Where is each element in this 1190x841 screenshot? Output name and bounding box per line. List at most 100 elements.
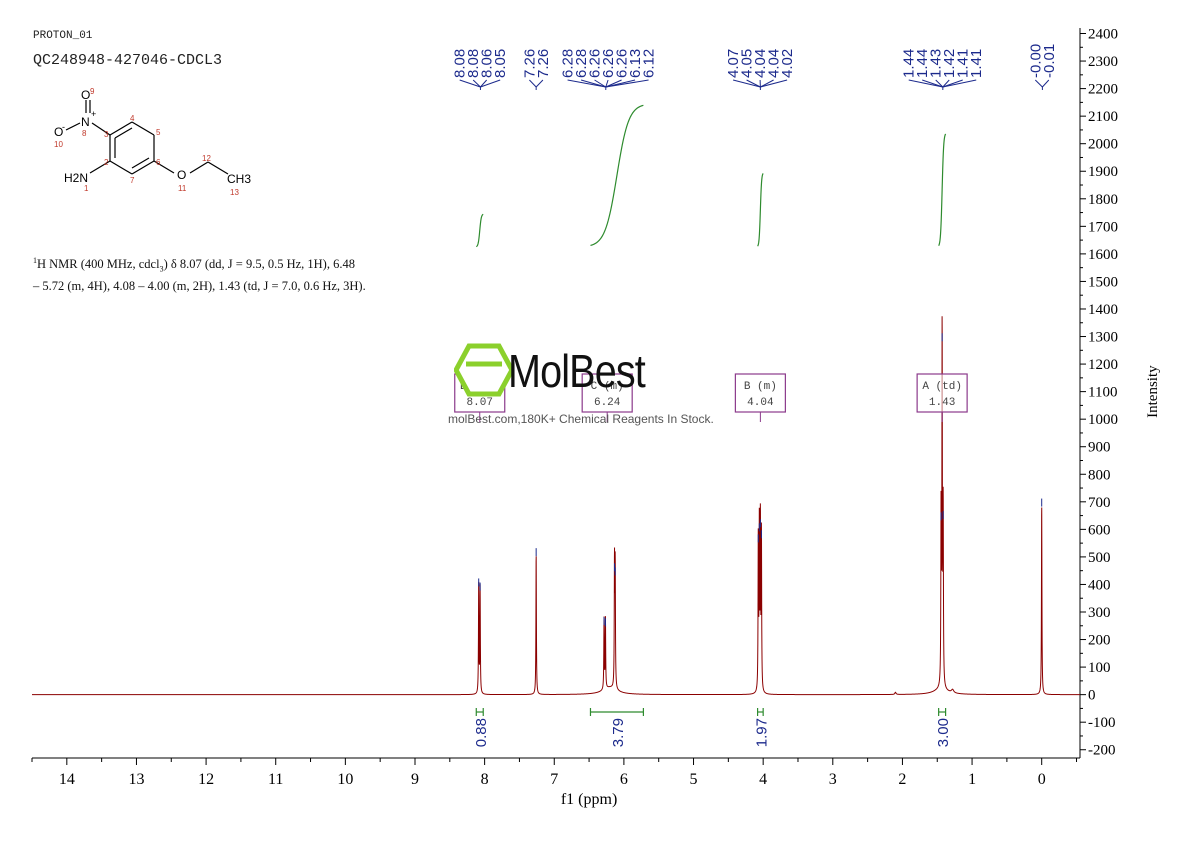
x-tick-label: 1	[968, 771, 976, 788]
atom-number: 4	[130, 114, 135, 123]
integral-value: 3.79	[610, 718, 627, 747]
x-tick-label: 9	[411, 771, 419, 788]
peak-label-leader	[732, 79, 761, 88]
atom-number: 11	[178, 184, 187, 193]
atom-nh2: H2N	[64, 171, 88, 185]
peak-label-leader	[746, 79, 761, 88]
peak-label: 6.26	[587, 49, 604, 78]
x-tick-label: 3	[829, 771, 837, 788]
nmr-description: 1H NMR (400 MHz, cdcl3) δ 8.07 (dd, J = …	[33, 252, 453, 295]
multiplet-shift: 8.07	[467, 397, 493, 409]
x-tick-label: 0	[1038, 771, 1046, 788]
peak-label: 1.41	[955, 49, 972, 78]
spectrum-trace	[32, 316, 1080, 696]
y-tick-label: 200	[1088, 633, 1111, 649]
y-tick-label: -200	[1088, 743, 1116, 759]
peak-label: 6.12	[641, 49, 658, 78]
atom-o-ether: O	[177, 168, 186, 182]
peak-label: 4.07	[725, 49, 742, 78]
y-tick-label: 2100	[1088, 109, 1118, 125]
y-tick-label: 1900	[1088, 164, 1118, 180]
x-tick-label: 8	[481, 771, 489, 788]
peak-label: 6.28	[560, 49, 577, 78]
y-axis-label: Intensity	[1145, 365, 1161, 418]
atom-number: 9	[90, 87, 95, 96]
y-tick-label: 700	[1088, 495, 1111, 511]
peak-label: 1.42	[941, 49, 958, 78]
y-tick-label: 1500	[1088, 274, 1118, 290]
atom-number: 5	[156, 128, 161, 137]
integral-value: 0.88	[473, 718, 490, 747]
x-tick-label: 4	[759, 771, 767, 788]
multiplet-name: A (td)	[922, 381, 962, 393]
y-tick-label: 2200	[1088, 82, 1118, 98]
integral-curve	[475, 213, 484, 248]
nmr-description-line1: 1H NMR (400 MHz, cdcl3) δ 8.07 (dd, J = …	[33, 256, 355, 274]
peak-label: -0.01	[1041, 44, 1058, 78]
atom-number: 7	[130, 176, 135, 185]
y-tick-label: 100	[1088, 660, 1111, 676]
x-tick-label: 7	[550, 771, 558, 788]
molecule-structure: O N + O - H2N O CH3 1 2 3 4 5 6 7 8 9 10…	[54, 87, 251, 197]
peak-label: 7.26	[535, 49, 552, 78]
y-tick-label: 2400	[1088, 27, 1118, 43]
y-tick-label: 1700	[1088, 219, 1118, 235]
atom-plus: +	[91, 109, 96, 119]
y-tick-label: 0	[1088, 688, 1096, 704]
atom-number: 6	[156, 158, 161, 167]
atom-n: N	[81, 115, 90, 129]
peak-label: -0.00	[1027, 44, 1044, 78]
peak-label-leader	[594, 79, 607, 88]
multiplet-shift: 6.24	[594, 397, 621, 409]
peak-label: 4.02	[779, 49, 796, 78]
y-tick-label: 1400	[1088, 302, 1118, 318]
atom-number: 1	[84, 184, 89, 193]
multiplet-shift: 1.43	[929, 397, 955, 409]
atom-o-left: O	[54, 125, 63, 139]
multiplet-box	[581, 373, 633, 413]
y-tick-label: 1600	[1088, 247, 1118, 263]
peak-label-leader	[935, 79, 944, 88]
atom-number: 3	[104, 130, 109, 139]
integral-value: 3.00	[935, 718, 952, 747]
peak-label: 1.41	[968, 49, 985, 78]
peak-label: 1.44	[901, 49, 918, 78]
sample-name: QC248948-427046-CDCL3	[33, 52, 223, 69]
atom-minus: -	[62, 122, 65, 132]
peak-label-leader	[1042, 79, 1050, 88]
peak-label: 1.43	[928, 49, 945, 78]
atom-number: 13	[230, 188, 239, 197]
peak-label: 4.05	[739, 49, 756, 78]
atom-o-top: O	[81, 88, 90, 102]
multiplet-name: B (m)	[744, 381, 777, 393]
peak-label: 6.13	[627, 49, 644, 78]
x-tick-label: 14	[59, 771, 75, 788]
integral-curve	[938, 133, 947, 247]
peak-label: 8.08	[465, 49, 482, 78]
peak-label-leader	[942, 79, 950, 88]
y-tick-label: 400	[1088, 577, 1111, 593]
peak-label-leader	[535, 79, 544, 88]
peak-label: 7.26	[521, 49, 538, 78]
integral-value: 1.97	[753, 718, 770, 747]
y-tick-label: 1800	[1088, 192, 1118, 208]
x-tick-label: 13	[128, 771, 144, 788]
peak-label: 8.06	[479, 49, 496, 78]
integral-curve	[590, 104, 644, 247]
peak-label: 6.26	[614, 49, 631, 78]
peak-label-leader	[472, 79, 481, 88]
peak-label: 6.28	[573, 49, 590, 78]
peak-label-leader	[942, 79, 977, 88]
y-tick-label: 600	[1088, 522, 1111, 538]
peak-label-leader	[1034, 79, 1043, 88]
x-axis-label: f1 (ppm)	[561, 791, 617, 808]
peak-label: 1.44	[914, 49, 931, 78]
peak-label-leader	[908, 79, 943, 88]
peak-label-leader	[529, 79, 537, 88]
peak-label-leader	[605, 79, 649, 88]
atom-number: 2	[104, 158, 109, 167]
y-tick-label: 300	[1088, 605, 1111, 621]
atom-ch3: CH3	[227, 172, 251, 186]
y-tick-label: 2300	[1088, 54, 1118, 70]
peak-label: 4.04	[766, 49, 783, 78]
